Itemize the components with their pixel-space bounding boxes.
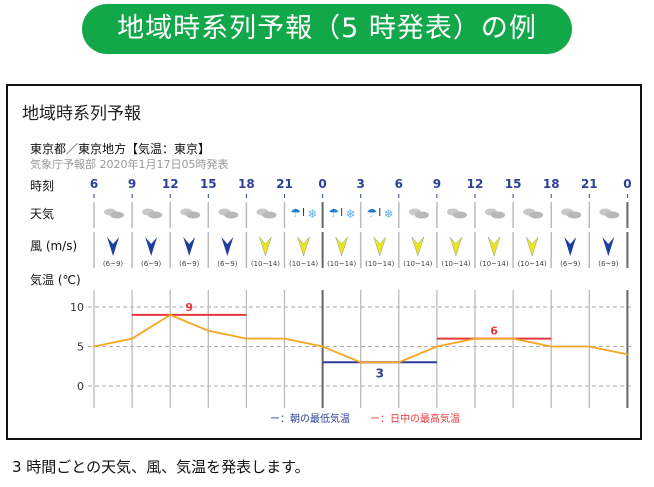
wind-range-label: (10~14) xyxy=(479,260,508,268)
cloud-icon xyxy=(186,211,201,219)
row-label-wind: 風 (m/s) xyxy=(30,239,77,253)
cloud-icon xyxy=(605,211,620,219)
wind-range-label: (10~14) xyxy=(289,260,318,268)
time-label: 9 xyxy=(128,177,136,191)
umbrella-icon: ☂ xyxy=(290,206,301,220)
temperature-point xyxy=(359,361,362,364)
wind-arrow-icon xyxy=(602,237,615,256)
temperature-point xyxy=(283,337,286,340)
wind-arrow-icon xyxy=(564,237,577,256)
wind-arrow-icon xyxy=(449,236,463,257)
time-label: 12 xyxy=(467,177,484,191)
y-tick-label: 10 xyxy=(70,301,84,314)
cloud-icon xyxy=(452,211,467,219)
temperature-point xyxy=(550,345,552,348)
max-temp-label: 6 xyxy=(490,325,498,338)
temperature-point xyxy=(436,345,438,348)
wind-range-label: (10~14) xyxy=(251,260,280,268)
row-label-time: 時刻 xyxy=(30,179,54,193)
wind-arrow-icon xyxy=(335,236,348,257)
wind-range-label: (6~9) xyxy=(103,260,124,268)
cloud-icon xyxy=(148,211,163,219)
temperature-point xyxy=(93,345,95,348)
snow-icon: ❄ xyxy=(308,207,318,221)
wind-range-label: (10~14) xyxy=(365,260,394,268)
temperature-point xyxy=(626,353,629,356)
cloud-icon xyxy=(491,211,506,219)
wind-range-label: (6~9) xyxy=(598,260,619,268)
row-label-temp: 気温 (℃) xyxy=(30,272,81,287)
time-label: 18 xyxy=(543,177,560,191)
banner-title: 地域時系列予報（5 時発表）の例 xyxy=(82,4,572,54)
temperature-point xyxy=(588,345,591,348)
wind-range-label: (6~9) xyxy=(141,260,162,268)
time-label: 12 xyxy=(162,177,179,191)
wind-arrow-icon xyxy=(183,237,196,256)
time-label: 15 xyxy=(505,177,522,191)
footer-caption: 3 時間ごとの天気、風、気温を発表します。 xyxy=(12,458,310,476)
max-temp-label: 9 xyxy=(185,301,193,314)
temperature-point xyxy=(398,361,400,364)
min-temp-label: 3 xyxy=(376,366,384,380)
temperature-point xyxy=(169,314,171,316)
cloud-icon xyxy=(567,211,582,219)
temperature-point xyxy=(207,329,210,332)
umbrella-icon: ☂ xyxy=(328,206,339,220)
cloud-icon xyxy=(110,211,125,219)
forecast-panel xyxy=(6,84,642,440)
wind-arrow-icon xyxy=(145,237,158,256)
legend-min: ー：朝の最低気温 xyxy=(270,412,350,425)
wind-range-label: (10~14) xyxy=(327,260,356,268)
wind-arrow-icon xyxy=(107,237,120,256)
time-label: 9 xyxy=(433,177,441,191)
wind-range-label: (10~14) xyxy=(518,260,547,268)
wind-arrow-icon xyxy=(259,236,272,257)
wind-arrow-icon xyxy=(411,236,425,257)
time-label: 18 xyxy=(238,177,255,191)
location-label: 東京都／東京地方【気温：東京】 xyxy=(30,142,211,156)
wind-range-label: (10~14) xyxy=(441,260,470,268)
cloud-icon xyxy=(224,211,239,219)
snow-icon: ❄ xyxy=(346,207,356,221)
cloud-icon xyxy=(414,211,429,219)
time-label: 21 xyxy=(581,177,598,191)
temperature-point xyxy=(474,337,476,340)
panel-title: 地域時系列予報 xyxy=(22,104,141,124)
wind-range-label: (6~9) xyxy=(217,260,238,268)
y-tick-label: 5 xyxy=(77,341,84,354)
wind-range-label: (10~14) xyxy=(403,260,432,268)
wind-range-label: (6~9) xyxy=(179,260,200,268)
row-label-weather: 天気 xyxy=(30,206,54,221)
temperature-point xyxy=(512,337,514,340)
snow-icon: ❄ xyxy=(384,207,394,221)
time-label: 0 xyxy=(318,177,326,191)
cloud-icon xyxy=(262,211,277,219)
time-label: 6 xyxy=(395,177,403,191)
wind-range-label: (6~9) xyxy=(560,260,581,268)
wind-arrow-icon xyxy=(487,236,501,257)
wind-arrow-icon xyxy=(525,236,539,257)
time-label: 3 xyxy=(357,177,365,191)
legend-max: ー：日中の最高気温 xyxy=(370,412,460,425)
time-label: 0 xyxy=(623,177,631,191)
issued-label: 気象庁予報部 2020年1月17日05時発表 xyxy=(30,158,229,171)
wind-arrow-icon xyxy=(373,236,386,257)
time-label: 21 xyxy=(276,177,293,191)
temperature-point xyxy=(321,345,324,348)
wind-arrow-icon xyxy=(297,236,310,257)
cloud-icon xyxy=(529,211,544,219)
temperature-point xyxy=(245,337,248,340)
wind-arrow-icon xyxy=(221,237,234,256)
time-label: 6 xyxy=(90,177,98,191)
time-label: 15 xyxy=(200,177,217,191)
y-tick-label: 0 xyxy=(77,380,84,393)
umbrella-icon: ☂ xyxy=(366,206,377,220)
temperature-point xyxy=(131,337,133,340)
